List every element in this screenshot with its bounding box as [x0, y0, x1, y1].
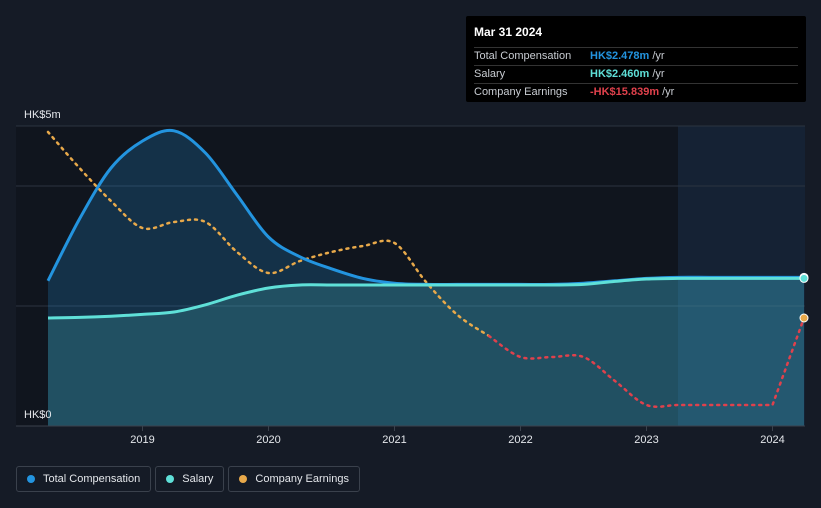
salary-marker — [799, 273, 809, 283]
total-compensation-area — [48, 130, 804, 426]
x-tick-label: 2019 — [130, 434, 154, 446]
tooltip-unit: /yr — [652, 50, 665, 62]
legend: Total Compensation Salary Company Earnin… — [16, 466, 360, 492]
legend-label: Total Compensation — [43, 473, 141, 485]
salary-area — [48, 278, 804, 426]
legend-label: Salary — [182, 473, 214, 485]
y-axis-bottom-label: HK$0 — [24, 409, 52, 421]
legend-dot-icon — [166, 475, 175, 483]
tooltip-unit: /yr — [662, 86, 675, 98]
tooltip-value: HK$2.478m — [590, 50, 650, 62]
legend-item-total-compensation[interactable]: Total Compensation — [16, 466, 152, 492]
company-earnings-marker — [799, 313, 809, 323]
x-tick-label: 2021 — [382, 434, 406, 446]
tooltip-row-total: Total Compensation HK$2.478m /yr — [474, 48, 798, 66]
x-tick-label: 2020 — [256, 434, 280, 446]
tooltip-unit: /yr — [652, 68, 665, 80]
tooltip-row-earnings: Company Earnings -HK$15.839m /yr — [474, 84, 798, 101]
tooltip: Mar 31 2024 Total Compensation HK$2.478m… — [466, 16, 806, 102]
legend-item-company-earnings[interactable]: Company Earnings — [228, 466, 360, 492]
salary-line — [47, 276, 804, 320]
x-tick-label: 2024 — [760, 434, 784, 446]
tooltip-value: -HK$15.839m — [590, 86, 660, 98]
end-markers — [799, 272, 809, 323]
tooltip-label: Company Earnings — [474, 86, 568, 98]
tooltip-label: Salary — [474, 68, 506, 80]
tooltip-label: Total Compensation — [474, 50, 572, 62]
legend-item-salary[interactable]: Salary — [155, 466, 225, 492]
x-axis-ticks: 2019 2020 2021 2022 2023 2024 — [130, 426, 785, 446]
tooltip-value: HK$2.460m — [590, 68, 650, 80]
company-earnings-line — [46, 130, 491, 338]
x-tick-label: 2022 — [508, 434, 532, 446]
legend-label: Company Earnings — [255, 473, 349, 485]
legend-dot-icon — [239, 475, 248, 483]
tooltip-date: Mar 31 2024 — [474, 24, 798, 48]
x-tick-label: 2023 — [634, 434, 658, 446]
legend-dot-icon — [27, 475, 35, 483]
gridlines — [16, 125, 805, 307]
y-axis-top-label: HK$5m — [24, 109, 61, 121]
tooltip-row-salary: Salary HK$2.460m /yr — [474, 66, 798, 84]
